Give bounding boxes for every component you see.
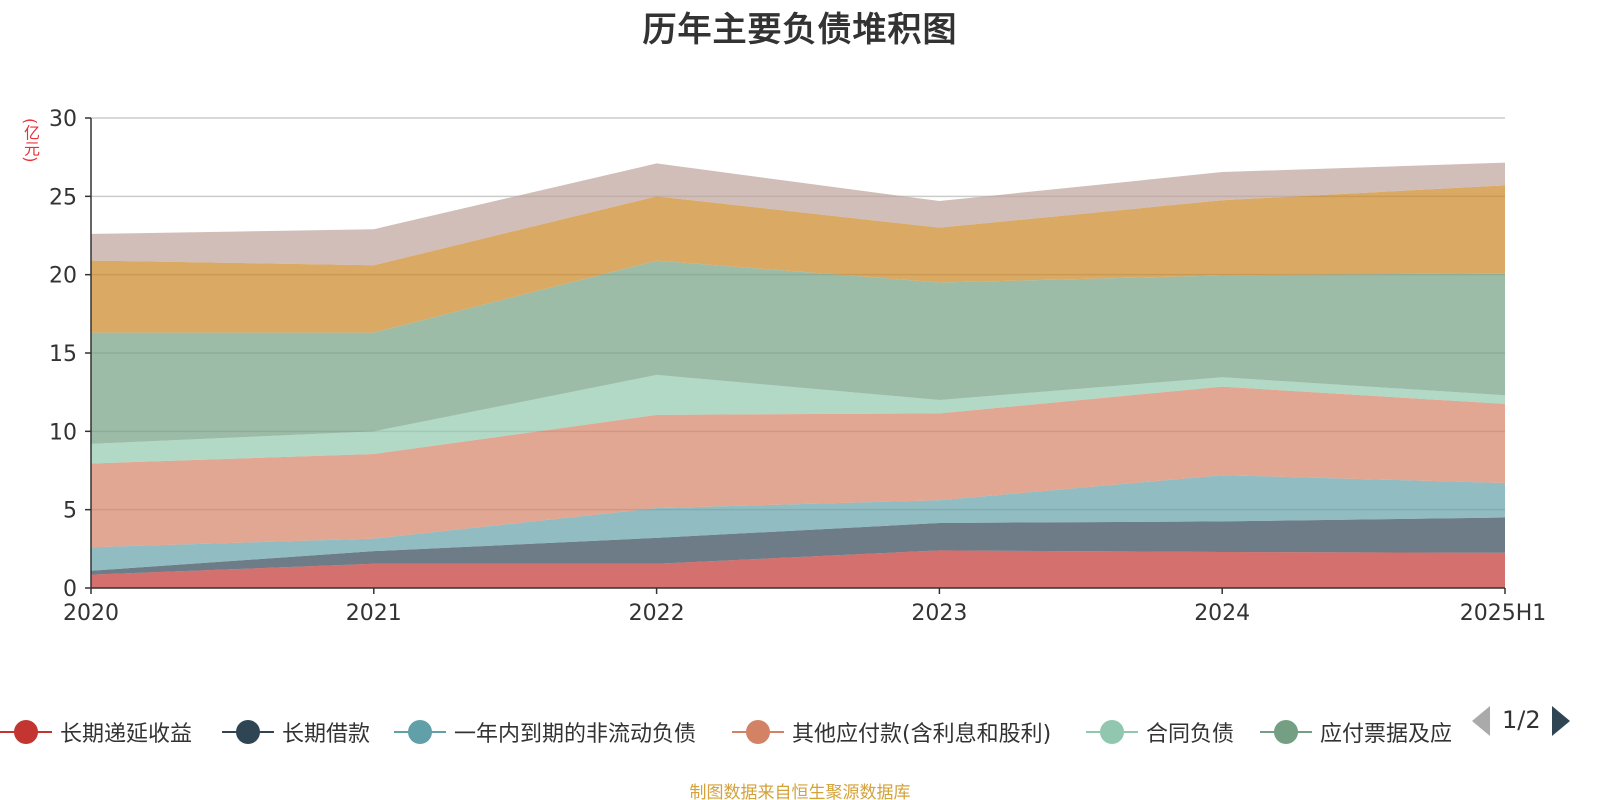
y-tick-label: 20 [49, 264, 77, 289]
area-series-5 [91, 260, 1505, 444]
legend-label: 其他应付款(含利息和股利) [792, 722, 1052, 747]
axes [85, 117, 1506, 594]
legend-marker-icon [732, 718, 784, 746]
y-tick-label: 10 [49, 420, 77, 445]
legend-marker-icon [394, 718, 446, 746]
legend-next-page-icon[interactable] [1552, 706, 1570, 736]
legend-page-indicator: 1/2 [1502, 706, 1541, 734]
legend-marker-dot [1274, 720, 1298, 744]
data-source-note: 制图数据来自恒生聚源数据库 [689, 783, 911, 800]
legend-marker-dot [746, 720, 770, 744]
y-tick-label: 0 [63, 577, 77, 602]
legend-marker-icon [222, 718, 274, 746]
area-series-4 [91, 374, 1505, 464]
legend-item[interactable]: 合同负债 [1086, 712, 1234, 752]
x-tick-label: 2020 [63, 601, 119, 626]
legend: 长期递延收益 长期借款 一年内到期的非流动负债 其他应付款(含利息和股利) 合同负债 应付… [0, 712, 1500, 752]
y-tick-label: 15 [49, 342, 77, 367]
legend-prev-page-icon[interactable] [1472, 706, 1490, 736]
y-tick-label: 5 [63, 499, 77, 524]
area-series-2 [91, 475, 1505, 571]
legend-label: 合同负债 [1146, 722, 1235, 747]
legend-label: 长期递延收益 [60, 722, 193, 747]
legend-marker-icon [1086, 718, 1138, 746]
legend-marker-dot [236, 720, 260, 744]
legend-item[interactable]: 长期递延收益 [0, 712, 192, 752]
legend-marker-dot [408, 720, 432, 744]
legend-label: 长期借款 [282, 722, 371, 747]
area-series-7 [91, 162, 1505, 266]
legend-marker-dot [14, 720, 38, 744]
area-series-6 [91, 185, 1505, 333]
legend-marker-icon [0, 718, 52, 746]
legend-marker-icon [1260, 718, 1312, 746]
x-tick-label: 2021 [346, 601, 402, 626]
area-series-3 [91, 386, 1505, 548]
legend-marker-dot [1100, 720, 1124, 744]
area-series-0 [91, 550, 1505, 588]
x-tick-label: 2022 [629, 601, 685, 626]
y-tick-label: 30 [49, 107, 77, 132]
legend-item[interactable]: 其他应付款(含利息和股利) [732, 712, 1051, 752]
area-series-layer [91, 162, 1505, 588]
legend-item[interactable]: 应付票据及应 [1260, 712, 1452, 752]
y-axis-unit-label: (亿元) [21, 118, 40, 163]
tick-labels: 0 5 10 15 20 25 30 2020 2021 2022 2023 2024 2025H1 [49, 107, 1546, 626]
legend-label: 一年内到期的非流动负债 [454, 722, 697, 747]
legend-label: 应付票据及应 [1320, 722, 1453, 747]
chart-title: 历年主要负债堆积图 [642, 10, 958, 50]
legend-pager: 1/2 [1470, 704, 1600, 744]
x-tick-label: 2025H1 [1460, 601, 1547, 626]
area-series-1 [91, 517, 1505, 575]
x-tick-label: 2023 [911, 601, 967, 626]
y-tick-label: 25 [49, 185, 77, 210]
x-tick-label: 2024 [1194, 601, 1250, 626]
legend-item[interactable]: 长期借款 [222, 712, 370, 752]
legend-item[interactable]: 一年内到期的非流动负债 [394, 712, 696, 752]
